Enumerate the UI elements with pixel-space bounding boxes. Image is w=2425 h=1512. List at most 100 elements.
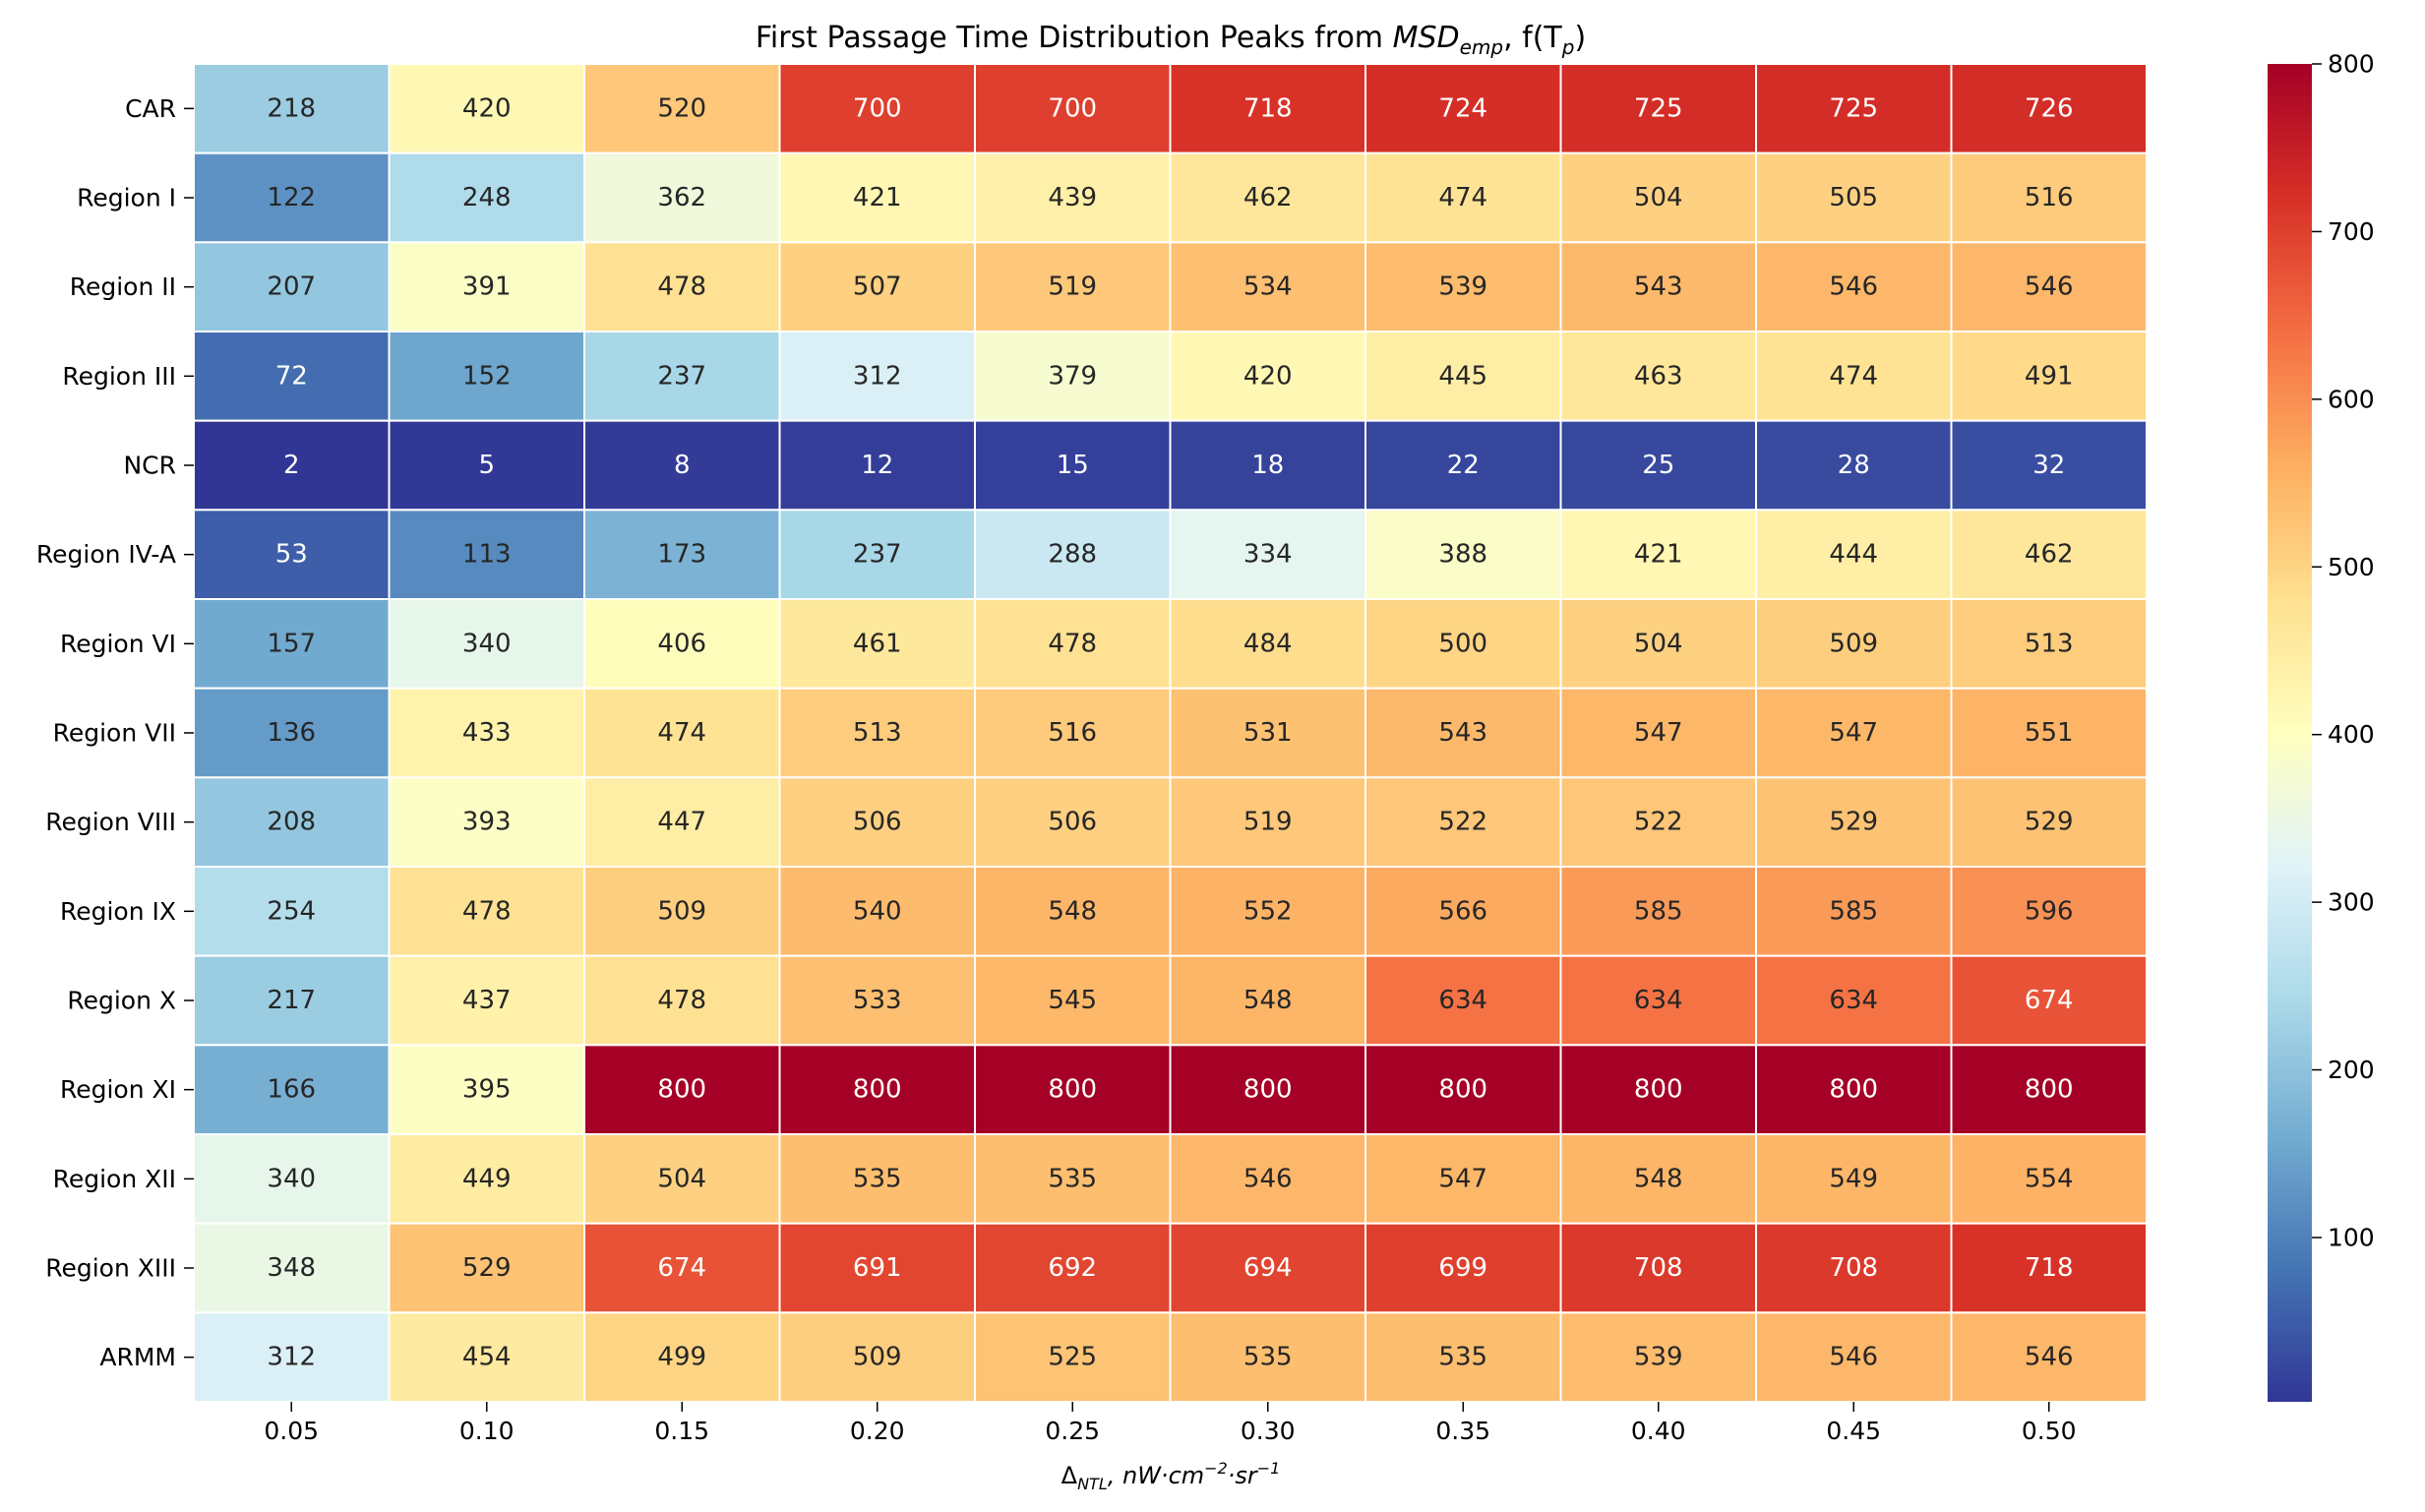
heatmap-cell (1755, 866, 1953, 957)
heatmap-cell (193, 866, 391, 957)
cell-value-label: 474 (1829, 361, 1878, 391)
heatmap-cell (974, 687, 1172, 779)
cell-value-label: 700 (853, 93, 902, 123)
heatmap-cell (1559, 866, 1757, 957)
cell-value-label: 362 (657, 183, 706, 212)
y-tick-label-region-i: Region I (77, 184, 176, 212)
cell-value-label: 547 (1829, 718, 1878, 748)
cell-value-label: 800 (1438, 1075, 1487, 1105)
y-tick-label-armm: ARMM (99, 1343, 176, 1371)
heatmap-cell (388, 687, 585, 779)
heatmap-cell (193, 63, 391, 154)
cell-value-label: 420 (1243, 361, 1293, 391)
cell-value-label: 136 (267, 718, 316, 748)
colorbar-tick-label: 800 (2328, 50, 2375, 79)
heatmap-cell (583, 1311, 781, 1404)
cell-value-label: 28 (1838, 451, 1870, 480)
y-tick-label-ncr: NCR (123, 452, 176, 480)
cell-value-label: 507 (853, 272, 902, 302)
heatmap-cell (1755, 151, 1953, 244)
heatmap-cell (974, 1311, 1172, 1404)
heatmap-cell (974, 241, 1172, 333)
cell-value-label: 217 (267, 986, 316, 1015)
title-suffix-sub: p (1561, 35, 1575, 59)
heatmap-cell (1559, 598, 1757, 690)
heatmap-cell (388, 1044, 585, 1136)
cell-value-label: 522 (1634, 808, 1683, 837)
heatmap-cell (1755, 509, 1953, 600)
cell-value-label: 32 (2032, 451, 2065, 480)
cell-value-label: 548 (1243, 986, 1293, 1015)
heatmap-cell (1950, 866, 2148, 957)
cell-value-label: 634 (1829, 986, 1878, 1015)
heatmap-cell (1169, 1044, 1366, 1136)
cell-value-label: 506 (1048, 808, 1097, 837)
heatmap-cell (1364, 151, 1562, 244)
heatmap-cell (1950, 1133, 2148, 1225)
cell-value-label: 552 (1243, 896, 1293, 926)
cell-value-label: 288 (1048, 540, 1097, 570)
cell-value-label: 509 (1829, 629, 1878, 658)
title-suffix: , f(T (1503, 21, 1562, 55)
cell-value-label: 547 (1438, 1164, 1487, 1193)
heatmap-cell (1559, 241, 1757, 333)
heatmap-cell (1755, 1222, 1953, 1314)
cell-value-label: 509 (657, 896, 706, 926)
cell-value-label: 462 (1243, 183, 1293, 212)
cell-value-label: 478 (657, 272, 706, 302)
cell-value-label: 439 (1048, 183, 1097, 212)
xlabel-mid: ·sr (1228, 1462, 1259, 1489)
title-prefix: First Passage Time Distribution Peaks fr… (756, 21, 1393, 55)
cell-value-label: 248 (462, 183, 512, 212)
x-tick-label: 0.45 (1826, 1417, 1881, 1445)
heatmap-cell (193, 509, 391, 600)
heatmap-cell (1755, 1311, 1953, 1404)
colorbar-tick-label: 400 (2328, 720, 2375, 749)
cell-value-label: 674 (2025, 986, 2074, 1015)
heatmap-cell (1559, 63, 1757, 154)
heatmap-cell (778, 954, 976, 1047)
cell-value-label: 463 (1634, 361, 1683, 391)
cell-value-label: 379 (1048, 361, 1097, 391)
cell-value-label: 531 (1243, 718, 1293, 748)
colorbar-ticks: 100 200 300 400 500 600 700 800 (2312, 50, 2375, 1251)
y-tick-label-car: CAR (125, 94, 176, 123)
cell-value-label: 800 (2025, 1075, 2074, 1105)
heatmap-cell (778, 598, 976, 690)
cell-value-label: 474 (1438, 183, 1487, 212)
x-tick-label: 0.10 (459, 1417, 515, 1445)
cell-value-label: 454 (462, 1343, 512, 1372)
y-tick-label-region-viii: Region VIII (45, 808, 176, 836)
y-axis-ticks: CAR Region I Region II Region III NCR Region … (36, 94, 194, 1371)
cell-value-label: 22 (1447, 451, 1480, 480)
cell-value-label: 504 (657, 1164, 706, 1193)
cell-value-label: 208 (267, 808, 316, 837)
cell-value-label: 122 (267, 183, 316, 212)
heatmap-cell (1950, 63, 2148, 154)
cell-value-label: 173 (657, 540, 706, 570)
heatmap-cell (1950, 151, 2148, 244)
cell-value-label: 692 (1048, 1253, 1097, 1283)
heatmap-cell (778, 776, 976, 868)
cell-value-label: 421 (1634, 540, 1683, 570)
cell-value-label: 519 (1243, 808, 1293, 837)
heatmap-cell (974, 1222, 1172, 1314)
cell-value-label: 543 (1634, 272, 1683, 302)
cell-value-label: 551 (2025, 718, 2074, 748)
heatmap-cell (1559, 419, 1757, 512)
cell-value-label: 478 (1048, 629, 1097, 658)
cell-value-label: 535 (853, 1164, 902, 1193)
cell-value-label: 348 (267, 1253, 316, 1283)
cell-value-label: 725 (1829, 93, 1878, 123)
heatmap-cell (1169, 509, 1366, 600)
heatmap-cell (1169, 866, 1366, 957)
heatmap-cell (1950, 1222, 2148, 1314)
cell-value-label: 519 (1048, 272, 1097, 302)
cell-value-label: 393 (462, 808, 512, 837)
cell-value-label: 800 (1829, 1075, 1878, 1105)
xlabel-exp2: −1 (1257, 1459, 1281, 1478)
heatmap-cell (1364, 1311, 1562, 1404)
title-end: ) (1574, 21, 1586, 55)
